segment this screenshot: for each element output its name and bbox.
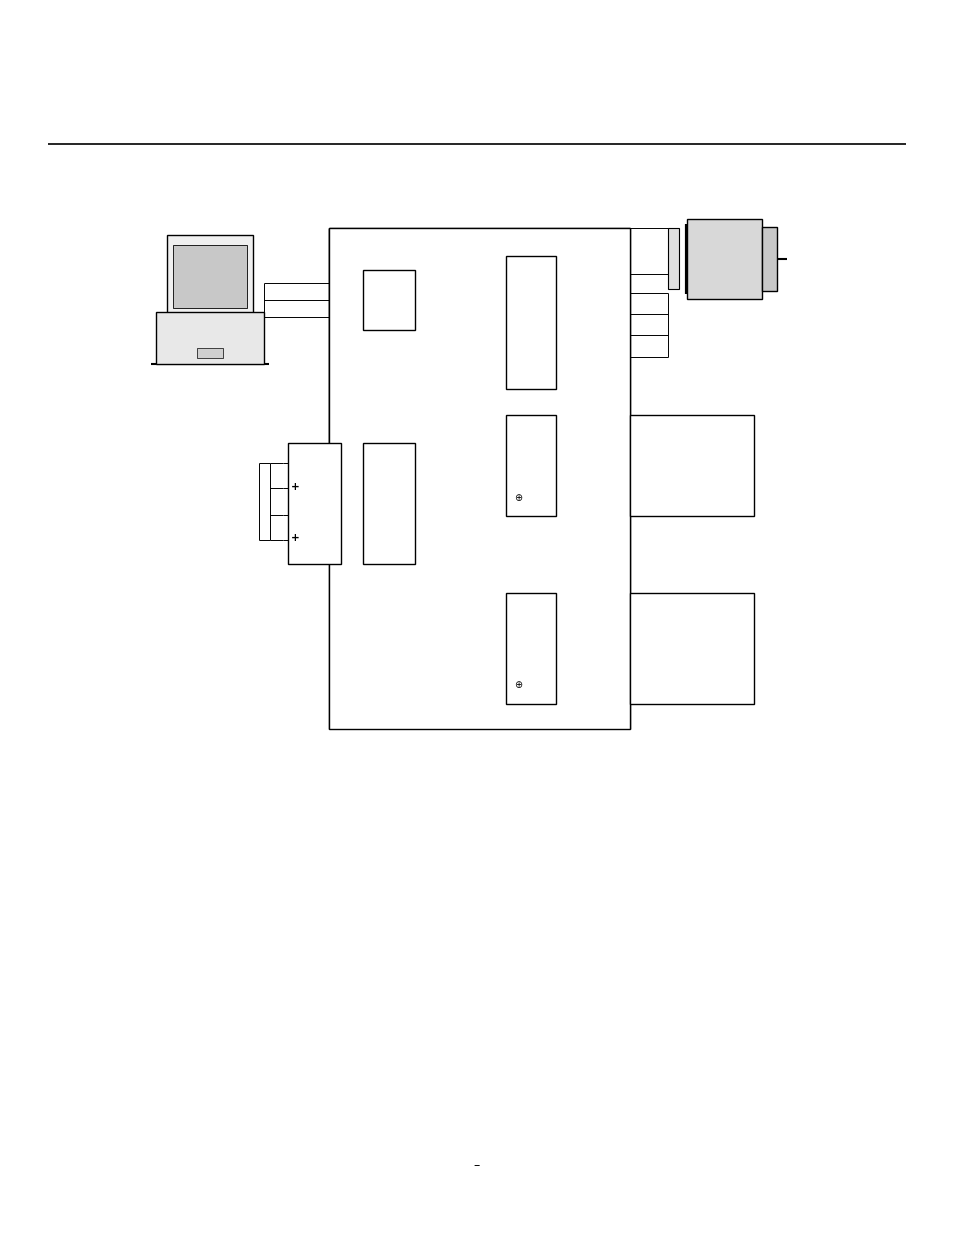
Bar [761, 227, 776, 291]
Bar [686, 219, 761, 299]
Bar [155, 312, 264, 364]
Bar [329, 228, 629, 729]
Bar [167, 235, 253, 315]
Text: –: – [474, 1160, 479, 1172]
Bar [172, 245, 247, 308]
Text: ⊕: ⊕ [514, 493, 521, 503]
Bar [629, 593, 753, 704]
Text: ⊕: ⊕ [514, 680, 521, 690]
Bar [667, 228, 679, 289]
Bar [362, 443, 415, 564]
Bar [362, 270, 415, 330]
Bar [196, 348, 223, 358]
Bar [629, 415, 753, 516]
Bar [288, 443, 340, 564]
Bar [505, 593, 556, 704]
Text: +: + [291, 534, 300, 543]
Bar [505, 256, 556, 389]
Text: +: + [291, 482, 300, 492]
Bar [505, 415, 556, 516]
